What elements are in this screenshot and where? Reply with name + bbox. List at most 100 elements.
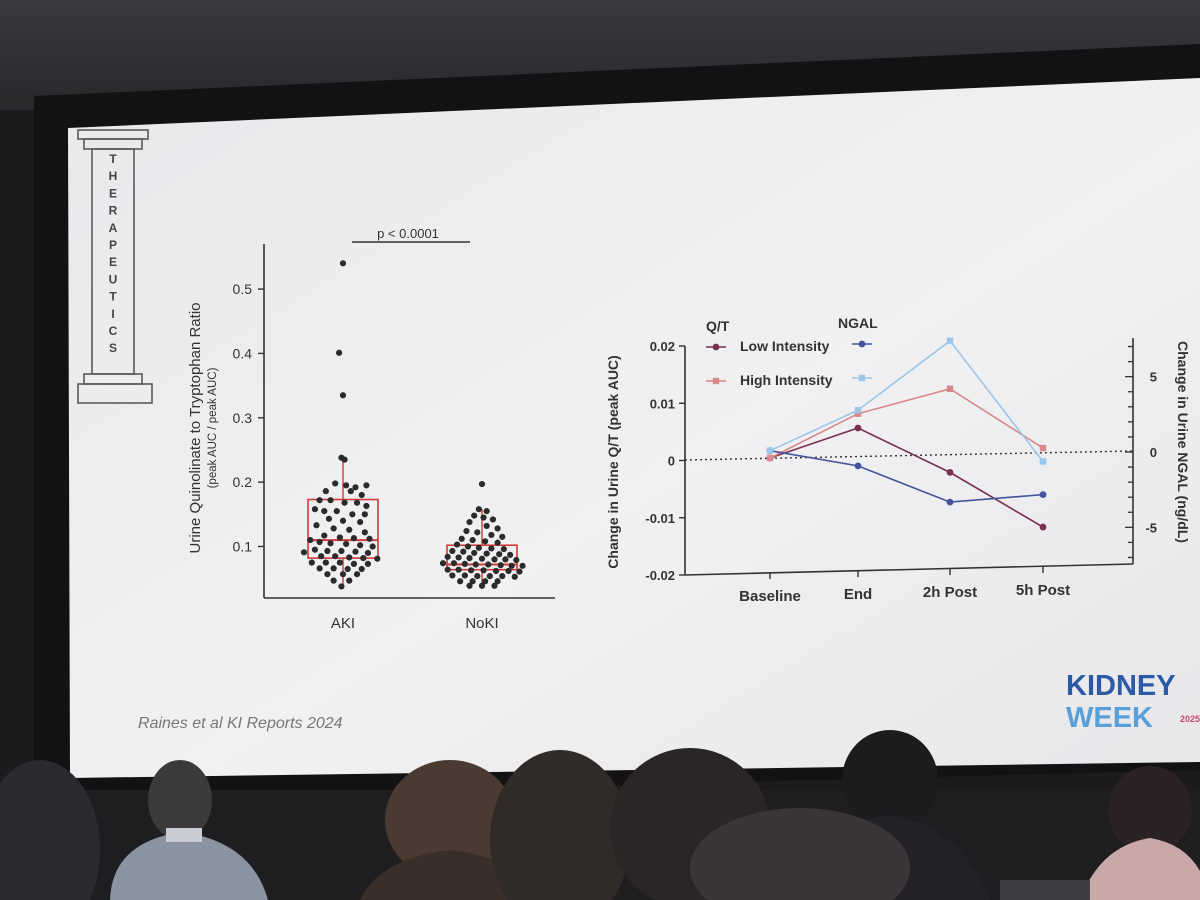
- scatter-point: [500, 545, 507, 553]
- series-marker: [1039, 444, 1047, 452]
- series-marker: [854, 462, 862, 470]
- scatter-y-tick-label: 0.5: [233, 281, 253, 297]
- pillar-letter: E: [109, 255, 117, 269]
- scatter-point: [439, 560, 447, 567]
- series-marker: [1039, 458, 1047, 465]
- scatter-point: [338, 547, 345, 555]
- scatter-y-tick-label: 0.3: [233, 410, 253, 426]
- scatter-point: [347, 488, 354, 495]
- line-x-tick-label: Baseline: [739, 588, 801, 605]
- scatter-point: [494, 578, 501, 585]
- scatter-ylabel: Urine Quinolinate to Tryptophan Ratio: [187, 303, 204, 554]
- line-series: [766, 337, 1047, 531]
- series-marker: [854, 410, 862, 417]
- scatter-point: [461, 560, 468, 567]
- pillar-letter: T: [109, 290, 117, 304]
- series-marker: [1039, 491, 1047, 499]
- scatter-point: [482, 538, 489, 545]
- scatter-point: [313, 522, 320, 529]
- scatter-point: [502, 556, 509, 563]
- scatter-point: [505, 567, 512, 575]
- legend-marker-low-ngal: [858, 340, 866, 348]
- scatter-point: [478, 555, 486, 562]
- scatter-point: [316, 565, 323, 572]
- qt-ngal-line-chart: -0.02 -0.01 0 0.01 0.02 -5 0 5 Baseline End 2h Pos…: [605, 315, 1191, 605]
- scatter-point: [363, 502, 370, 510]
- scatter-point: [494, 525, 501, 532]
- scatter-point: [461, 572, 468, 579]
- line-x-axis: [684, 563, 1134, 576]
- scatter-point: [450, 560, 458, 567]
- scatter-point: [325, 515, 333, 522]
- line-left-tick-label: 0: [668, 454, 675, 469]
- scatter-point: [307, 536, 314, 544]
- series-line: [769, 427, 1044, 528]
- scatter-point: [496, 551, 503, 558]
- scatter-point: [324, 571, 331, 578]
- scatter-point: [516, 568, 523, 575]
- scatter-y-tick-label: 0.4: [233, 345, 253, 361]
- series-line: [769, 339, 1044, 462]
- scatter-point: [339, 571, 347, 578]
- scatter-point: [488, 545, 495, 552]
- pillar-letter: S: [109, 341, 117, 355]
- scatter-point: [321, 532, 328, 539]
- logo-kidney: KIDNEY: [1066, 670, 1176, 702]
- scatter-point: [508, 562, 515, 569]
- scatter-point: [497, 562, 504, 569]
- logo-year: 2025: [1180, 714, 1200, 724]
- pillar-letter: I: [111, 307, 114, 321]
- scatter-point: [488, 531, 495, 539]
- series-marker: [854, 406, 862, 414]
- line-left-tick-label: 0.01: [650, 396, 675, 411]
- scatter-point: [332, 480, 339, 487]
- series-marker: [1039, 523, 1047, 531]
- projection-screen: [68, 78, 1200, 778]
- scatter-point: [455, 554, 462, 561]
- legend-label-low: Low Intensity: [740, 338, 830, 354]
- scatter-point: [336, 349, 343, 356]
- scatter-point: [321, 508, 328, 515]
- legend-marker-high-ngal: [858, 374, 866, 382]
- scatter-point: [327, 540, 334, 547]
- pillar-letter: T: [109, 152, 117, 166]
- scatter-point: [344, 565, 351, 573]
- line-ticks: -0.02 -0.01 0 0.01 0.02 -5 0 5 Baseline End 2h Pos…: [645, 339, 1157, 605]
- scatter-point: [471, 549, 478, 557]
- scatter-point: [489, 516, 497, 523]
- scatter-point: [360, 554, 367, 562]
- scatter-point: [474, 529, 481, 536]
- scatter-point: [341, 456, 348, 463]
- line-left-tick-label: -0.02: [645, 568, 675, 583]
- scatter-point: [449, 547, 456, 555]
- scatter-point: [346, 577, 353, 584]
- scatter-point: [366, 535, 373, 542]
- line-left-ylabel: Change in Urine Q/T (peak AUC): [605, 355, 621, 568]
- scatter-point: [327, 497, 334, 504]
- scatter-point: [350, 535, 358, 542]
- scatter-point: [361, 511, 368, 518]
- pillar-letter: R: [109, 204, 118, 218]
- scatter-point: [491, 582, 498, 589]
- scatter-point: [483, 508, 490, 515]
- series-marker: [946, 498, 954, 506]
- scatter-point: [513, 556, 520, 564]
- scatter-point: [353, 499, 361, 506]
- scatter-point: [353, 571, 361, 578]
- scatter-point: [480, 514, 487, 521]
- scatter-point: [469, 578, 476, 585]
- scatter-point: [330, 525, 337, 532]
- scatter-point: [358, 565, 365, 573]
- box-iqr: [307, 498, 379, 559]
- scatter-point: [316, 538, 323, 546]
- scatter-point: [346, 554, 353, 561]
- qt-ratio-scatter-chart: 0.1 0.2 0.3 0.4 0.5 AKI NoKI p < 0.0001 Urine…: [187, 226, 555, 632]
- scatter-point: [322, 559, 329, 566]
- scatter-point: [480, 567, 487, 574]
- scatter-point: [333, 508, 340, 515]
- scatter-point: [519, 562, 526, 569]
- p-value-annotation: p < 0.0001: [377, 226, 439, 241]
- scatter-y-tick-label: 0.2: [233, 474, 253, 490]
- scatter-point: [472, 561, 479, 568]
